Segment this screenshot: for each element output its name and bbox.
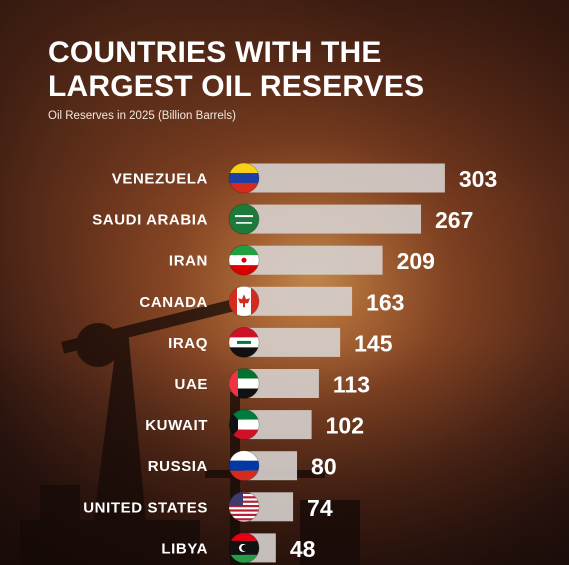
iran-flag-icon [228, 244, 260, 276]
value-label: 80 [311, 454, 337, 480]
category-label: LIBYA [161, 540, 208, 557]
venezuela-flag-icon [228, 162, 260, 194]
value-label: 163 [366, 289, 404, 315]
libya-flag-icon [228, 532, 260, 564]
bar-iraq [244, 327, 341, 357]
category-label: KUWAIT [145, 417, 208, 434]
value-label: 303 [459, 166, 497, 192]
bar-saudi-arabia [244, 204, 422, 234]
category-label: CANADA [139, 294, 208, 311]
bar-venezuela [244, 163, 445, 193]
value-label: 74 [307, 495, 333, 521]
value-label: 102 [326, 413, 364, 439]
category-label: RUSSIA [148, 458, 208, 475]
value-label: 145 [354, 330, 393, 356]
russia-flag-icon [228, 450, 260, 482]
saudi-arabia-flag-icon [228, 203, 260, 235]
united-states-flag-icon [228, 491, 260, 523]
category-label: IRAN [169, 253, 208, 270]
category-label: UAE [175, 376, 208, 393]
uae-flag-icon [228, 368, 260, 399]
category-label: UNITED STATES [83, 499, 208, 516]
canada-flag-icon [228, 285, 260, 317]
category-label: IRAQ [168, 335, 208, 352]
bars-group: VENEZUELA 303 SAUDI ARABIA 267 IRAN 209 CANADA… [83, 162, 497, 564]
chart-subtitle: Oil Reserves in 2025 (Billion Barrels) [48, 110, 236, 122]
value-label: 267 [435, 207, 473, 233]
category-label: SAUDI ARABIA [92, 212, 208, 229]
bar-iran [244, 245, 383, 275]
value-label: 113 [333, 372, 370, 398]
value-label: 48 [290, 536, 316, 562]
chart-title: COUNTRIES WITH THE LARGEST OIL RESERVES [48, 36, 425, 103]
kuwait-flag-icon [228, 409, 260, 441]
value-label: 209 [397, 248, 435, 274]
bar-canada [244, 286, 353, 316]
category-label: VENEZUELA [112, 171, 208, 188]
iraq-flag-icon [228, 326, 260, 358]
